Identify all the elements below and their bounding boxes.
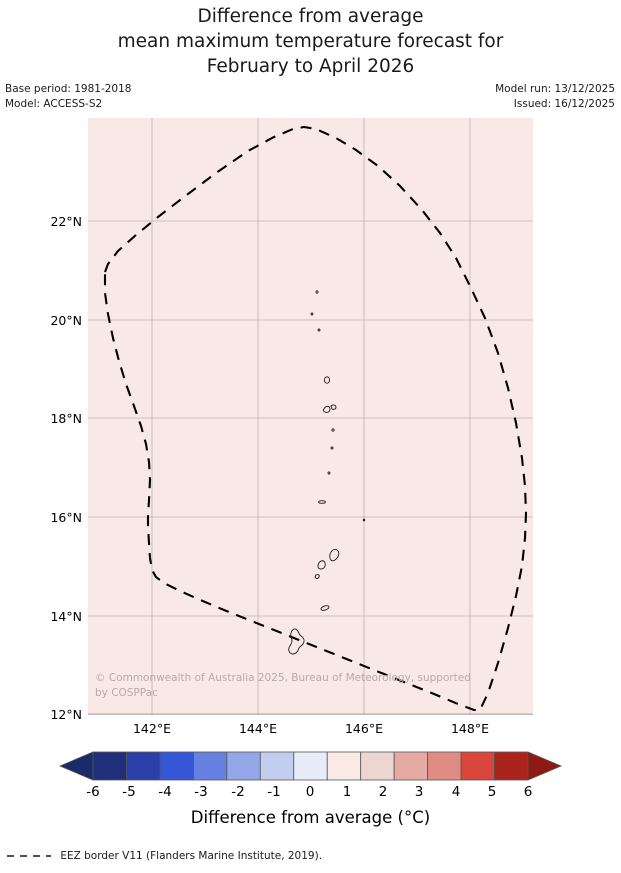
island-speck-2: [310, 312, 314, 316]
page-title: Difference from average mean maximum tem…: [0, 4, 621, 79]
island-guam: [288, 628, 305, 655]
xtick-label-146e: 146°E: [344, 721, 383, 736]
cbar-tick-1: 1: [342, 784, 352, 800]
colorbar-band: [92, 751, 127, 781]
model-run-text: Model run: 13/12/2025: [495, 83, 615, 95]
colorbar-band: [360, 751, 395, 781]
island-saipan: [329, 548, 340, 562]
island-rota: [320, 605, 330, 611]
map-attribution: © Commonwealth of Australia 2025, Bureau…: [95, 671, 525, 701]
colorbar-band: [494, 751, 529, 781]
model-text: Model: ACCESS-S2: [5, 98, 103, 110]
island-anatahan: [318, 500, 326, 504]
colorbar-title: Difference from average (°C): [190, 808, 431, 827]
colorbar-extend-over: [527, 751, 563, 781]
ytick-label-18n: 18°N: [50, 411, 82, 426]
island-speck-3: [317, 328, 321, 332]
ytick-label-12n: 12°N: [50, 707, 82, 722]
cbar-tick--3: -3: [194, 784, 208, 800]
colorbar-band: [460, 751, 495, 781]
cbar-tick-6: 6: [523, 784, 533, 800]
colorbar-band: [293, 751, 328, 781]
island-aguijan: [314, 574, 320, 579]
ytick-label-16n: 16°N: [50, 510, 82, 525]
colorbar-band: [326, 751, 362, 781]
island-pagan: [322, 405, 331, 413]
island-speck-4: [331, 428, 335, 432]
colorbar-band: [126, 751, 161, 781]
colorbar-svg: [58, 751, 563, 781]
island-outlines: [288, 290, 366, 655]
cbar-tick-4: 4: [451, 784, 461, 800]
footer-legend: EEZ border V11 (Flanders Marine Institut…: [5, 849, 322, 863]
base-period-text: Base period: 1981-2018: [5, 83, 132, 95]
title-line-1: Difference from average: [197, 6, 424, 27]
metadata-right: Model run: 13/12/2025 Issued: 16/12/2025: [495, 82, 615, 112]
cbar-tick--5: -5: [122, 784, 136, 800]
colorbar-tick-labels: -6 -5 -4 -3 -2 -1 0 1 2 3 4 5 6: [0, 784, 621, 802]
island-speck-5: [330, 446, 334, 450]
xtick-label-142e: 142°E: [132, 721, 171, 736]
footer-legend-text: EEZ border V11 (Flanders Marine Institut…: [60, 850, 323, 862]
title-line-2: mean maximum temperature forecast for: [117, 31, 504, 52]
colorbar-band: [159, 751, 194, 781]
issued-text: Issued: 16/12/2025: [513, 98, 615, 110]
cbar-tick-3: 3: [414, 784, 424, 800]
island-speck-6: [327, 471, 331, 475]
colorbar-band: [259, 751, 295, 781]
cbar-tick--2: -2: [231, 784, 245, 800]
colorbar-band: [226, 751, 261, 781]
island-speck-7: [362, 518, 366, 522]
xtick-label-148e: 148°E: [450, 721, 489, 736]
colorbar-band: [393, 751, 429, 781]
island-tinian: [317, 560, 326, 570]
attribution-line-1: © Commonwealth of Australia 2025, Bureau…: [95, 672, 471, 684]
ytick-label-14n: 14°N: [50, 609, 82, 624]
cbar-tick-2: 2: [378, 784, 388, 800]
colorbar-band: [427, 751, 462, 781]
eez-dash-sample-icon: [7, 855, 51, 857]
cbar-tick--4: -4: [158, 784, 172, 800]
colorbar-bands: [58, 751, 563, 781]
colorbar-band: [192, 751, 228, 781]
metadata-left: Base period: 1981-2018 Model: ACCESS-S2: [5, 82, 131, 112]
island-pagan-tip: [330, 404, 337, 410]
map-plot-area[interactable]: © Commonwealth of Australia 2025, Bureau…: [88, 118, 533, 715]
ytick-label-22n: 22°N: [50, 214, 82, 229]
colorbar-extend-under: [58, 751, 94, 781]
island-agrihan: [323, 376, 331, 384]
attribution-line-2: by COSPPac: [95, 687, 158, 699]
island-speck-1: [315, 290, 319, 294]
xtick-label-144e: 144°E: [238, 721, 277, 736]
colorbar[interactable]: [0, 748, 621, 790]
title-line-3: February to April 2026: [206, 56, 415, 77]
map-svg: © Commonwealth of Australia 2025, Bureau…: [88, 118, 533, 715]
cbar-tick-5: 5: [487, 784, 497, 800]
cbar-tick-0: 0: [305, 784, 315, 800]
cbar-tick--6: -6: [86, 784, 100, 800]
cbar-tick--1: -1: [267, 784, 281, 800]
ytick-label-20n: 20°N: [50, 313, 82, 328]
